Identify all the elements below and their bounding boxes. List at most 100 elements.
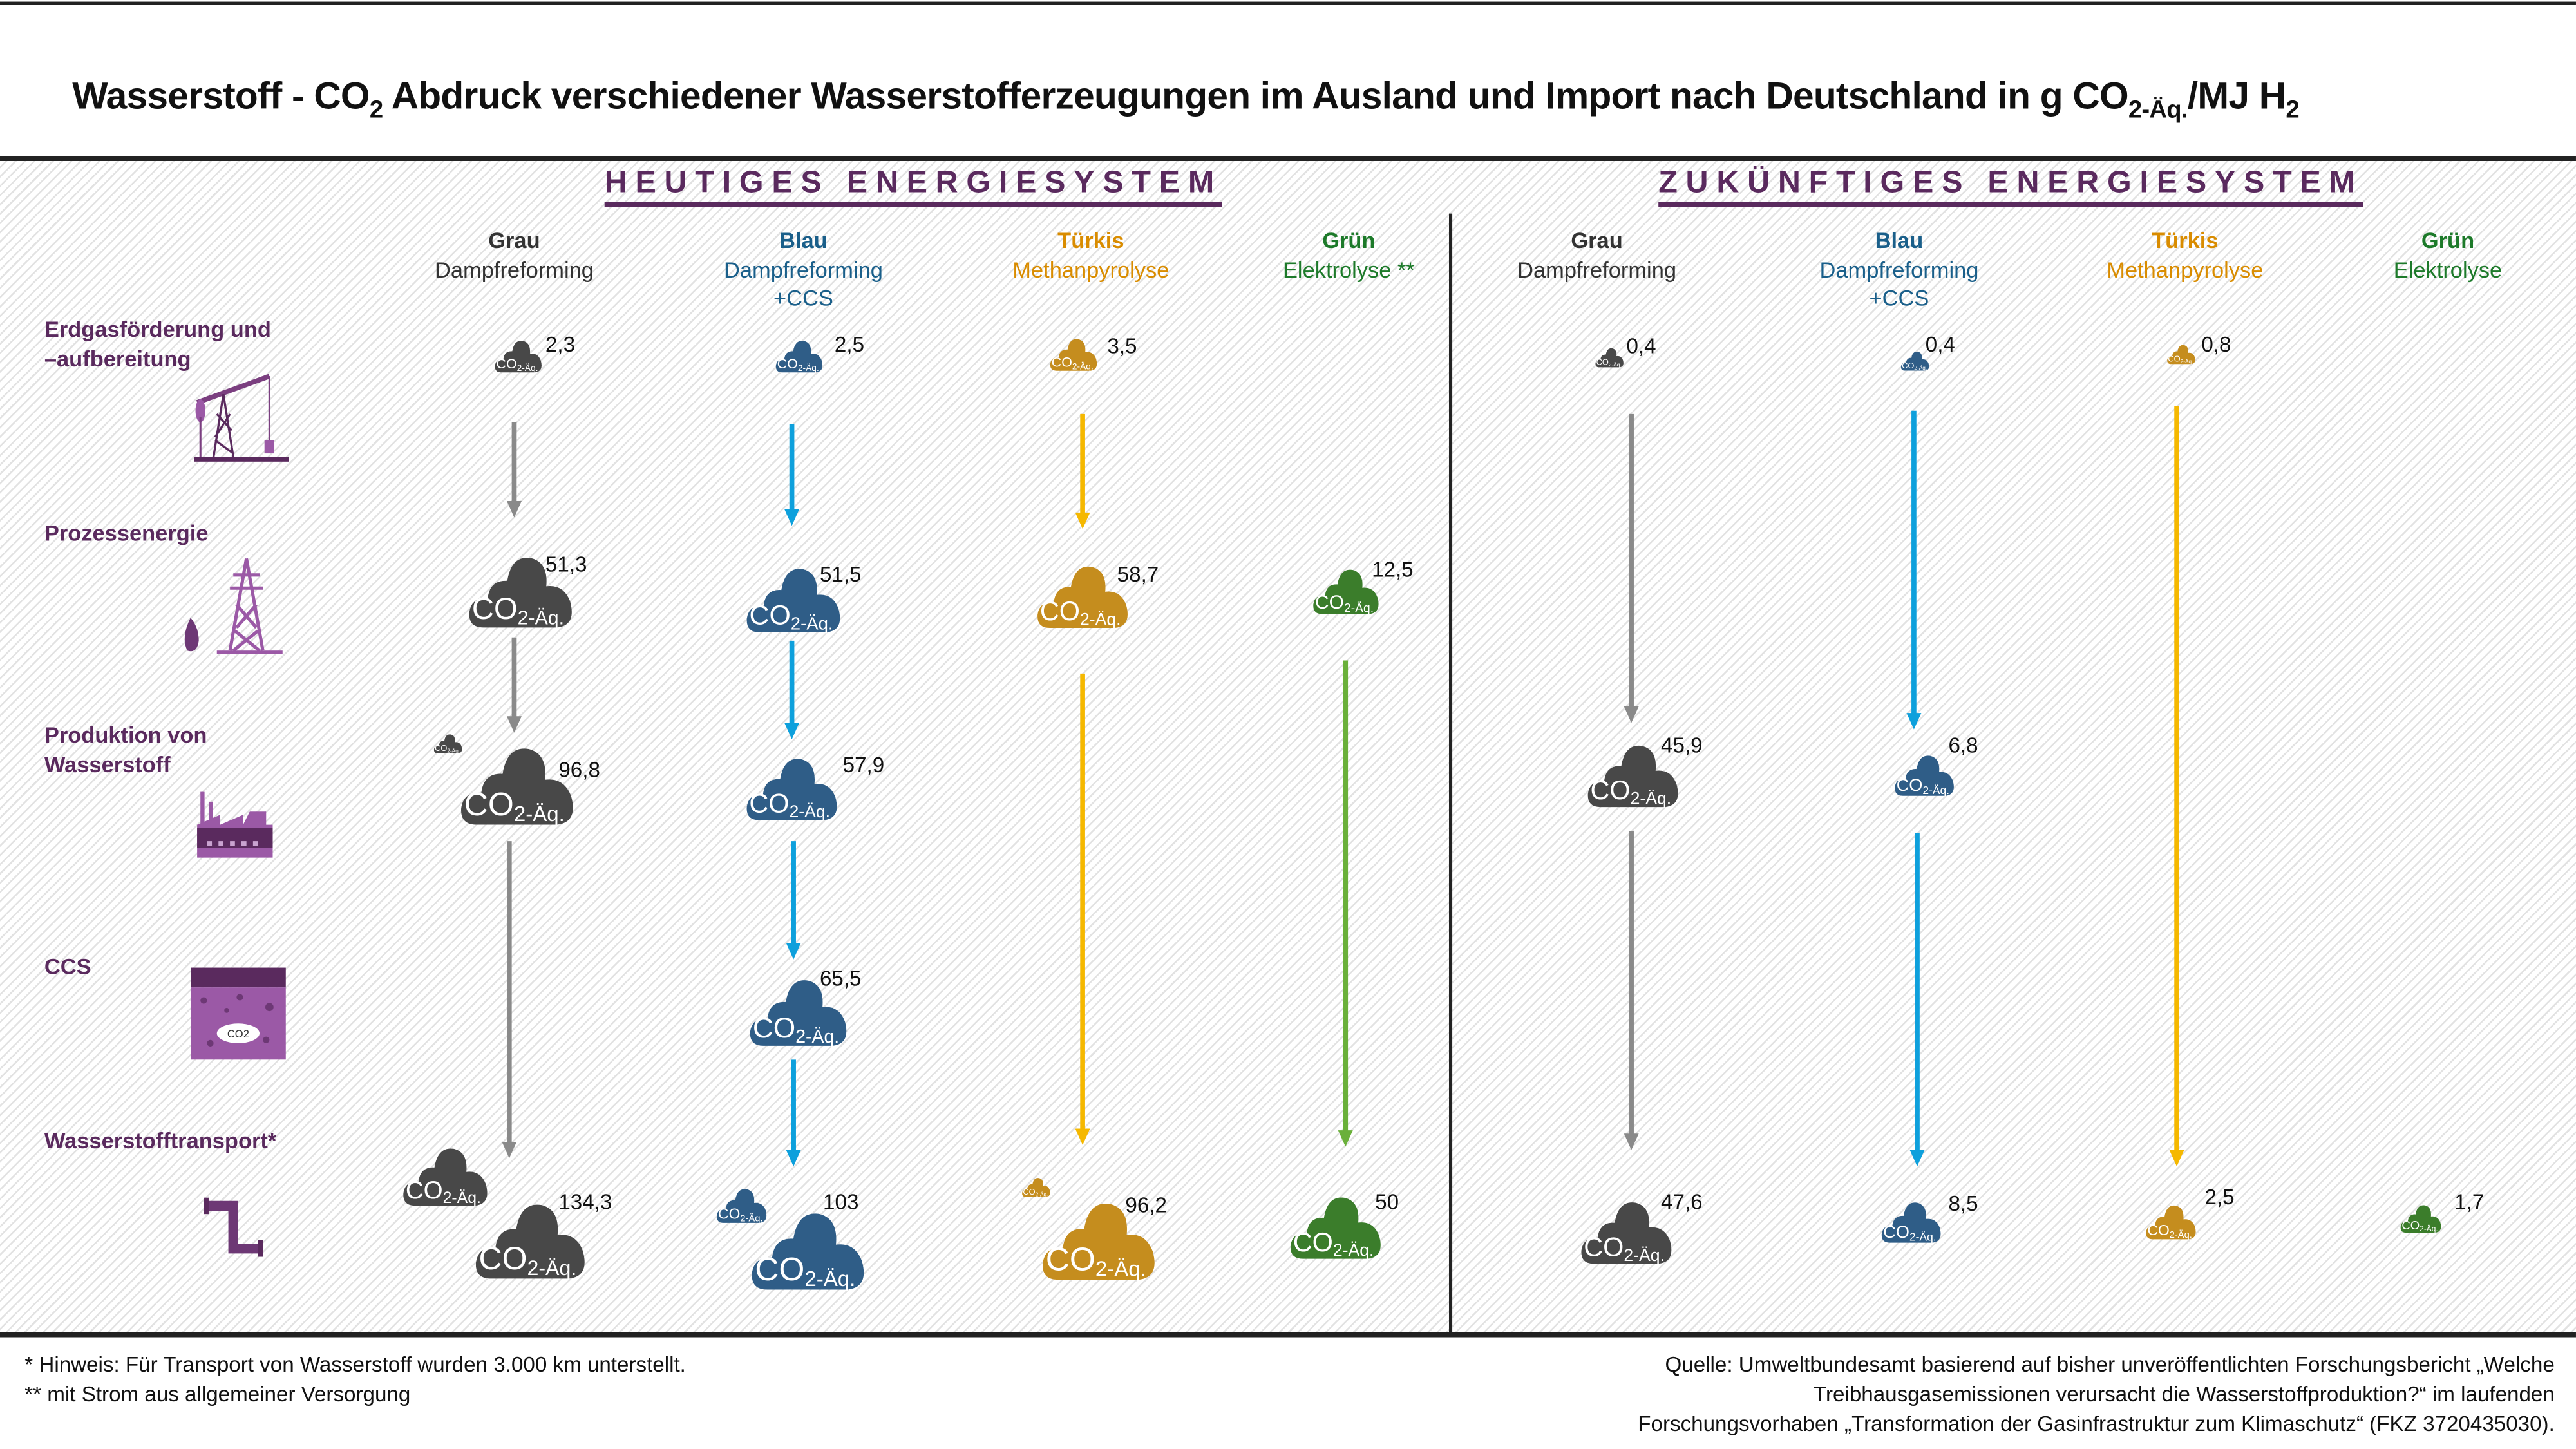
emission-value: 0,4 xyxy=(1626,333,1656,359)
column-process: Elektrolyse xyxy=(2393,257,2503,282)
co2-cloud-icon: CO2-Äq. xyxy=(468,551,576,638)
cloud-co-text: CO xyxy=(406,1177,443,1204)
co2-cloud-icon: CO2-Äq. xyxy=(716,1186,769,1233)
cloud-co-text: CO xyxy=(1596,357,1609,367)
svg-text:CO2-Äq.: CO2-Äq. xyxy=(1902,361,1927,371)
emission-value: 50 xyxy=(1375,1189,1399,1215)
cloud-sub-text: 2-Äq. xyxy=(1080,610,1121,629)
column-name: Türkis xyxy=(2152,228,2219,253)
flow-arrow xyxy=(1909,833,1925,1167)
row-label-line: Wasserstoff xyxy=(44,752,171,777)
title-sub: 2 xyxy=(2286,96,2299,124)
co2-cloud-icon: CO2-Äq. xyxy=(775,338,825,382)
column-header-zukunft-blau: Blau Dampfreforming +CCS xyxy=(1820,227,1979,313)
hatched-background xyxy=(0,159,2576,1336)
svg-text:CO2-Äq.: CO2-Äq. xyxy=(435,743,460,753)
co2-icon-text: CO2 xyxy=(227,1028,249,1040)
svg-text:CO2-Äq.: CO2-Äq. xyxy=(1046,1240,1146,1281)
flow-arrow xyxy=(506,637,522,733)
emission-value: 103 xyxy=(823,1189,859,1215)
svg-text:CO2-Äq.: CO2-Äq. xyxy=(718,1205,762,1224)
cloud-co-text: CO xyxy=(472,591,518,625)
emission-value: 1,7 xyxy=(2454,1189,2485,1215)
co2-cloud-icon: CO2-Äq. xyxy=(2146,1202,2199,1249)
row-label-transport: Wasserstofftransport* xyxy=(44,1128,277,1153)
cloud-co-text: CO xyxy=(777,356,798,372)
cloud-sub-text: 2-Äq. xyxy=(2181,358,2193,365)
cloud-sub-text: 2-Äq. xyxy=(1914,365,1927,371)
cloud-sub-text: 2-Äq. xyxy=(1909,1231,1937,1244)
section-title-heute: HEUTIGES ENERGIESYSTEM xyxy=(604,166,1223,207)
svg-text:CO2-Äq.: CO2-Äq. xyxy=(406,1177,481,1207)
svg-text:CO2-Äq.: CO2-Äq. xyxy=(497,356,538,373)
co2-cloud-icon: CO2-Äq. xyxy=(1290,1192,1385,1269)
cloud-co-text: CO xyxy=(1315,592,1344,613)
svg-text:CO2-Äq.: CO2-Äq. xyxy=(1293,1227,1374,1260)
svg-text:CO2-Äq.: CO2-Äq. xyxy=(478,1240,576,1280)
cloud-sub-text: 2-Äq. xyxy=(798,363,819,373)
emission-value: 47,6 xyxy=(1661,1189,1703,1215)
emission-value: 96,8 xyxy=(558,757,600,782)
co2-cloud-icon: CO2-Äq. xyxy=(1894,752,1956,806)
cloud-sub-text: 2-Äq. xyxy=(514,802,565,826)
co2-cloud-icon: CO2-Äq. xyxy=(1050,336,1099,380)
svg-text:CO2-Äq.: CO2-Äq. xyxy=(1590,775,1671,808)
title-part: Abdruck verschiedener Wasserstofferzeugu… xyxy=(383,73,2129,117)
pipeline-icon xyxy=(204,1197,263,1257)
column-name: Grau xyxy=(488,228,540,253)
column-name: Grün xyxy=(2421,228,2475,253)
underground-storage-icon: CO2 xyxy=(190,967,286,1060)
emission-value: 6,8 xyxy=(1948,732,1978,758)
emission-value: 0,8 xyxy=(2201,332,2231,357)
co2-cloud-icon: CO2-Äq. xyxy=(402,1144,491,1216)
flow-arrow xyxy=(1075,673,1090,1146)
cloud-co-text: CO xyxy=(2147,1222,2169,1238)
cloud-co-text: CO xyxy=(497,356,517,372)
emission-value: 8,5 xyxy=(1948,1191,1978,1216)
co2-cloud-icon: CO2-Äq. xyxy=(1595,346,1625,376)
flow-arrow xyxy=(784,640,800,739)
svg-text:CO2-Äq.: CO2-Äq. xyxy=(2401,1218,2438,1233)
cloud-co-text: CO xyxy=(1052,355,1072,370)
source-note: Quelle: Umweltbundesamt basierend auf bi… xyxy=(1638,1350,2555,1439)
co2-cloud-icon: CO2-Äq. xyxy=(433,733,463,762)
column-header-zukunft-grau: Grau Dampfreforming xyxy=(1517,227,1676,284)
co2-cloud-icon: CO2-Äq. xyxy=(495,338,544,382)
emission-value: 65,5 xyxy=(819,965,862,991)
co2-cloud-icon: CO2-Äq. xyxy=(460,742,578,835)
svg-text:CO2-Äq.: CO2-Äq. xyxy=(2168,354,2193,365)
cloud-sub-text: 2-Äq. xyxy=(2420,1224,2438,1233)
cloud-co-text: CO xyxy=(1590,775,1630,805)
cloud-sub-text: 2-Äq. xyxy=(447,748,460,754)
cloud-co-text: CO xyxy=(718,1205,740,1222)
flow-arrow xyxy=(1906,410,1922,730)
emission-value: 2,5 xyxy=(2204,1184,2235,1209)
cloud-co-text: CO xyxy=(1293,1227,1333,1257)
footnote-electricity: ** mit Strom aus allgemeiner Versorgung xyxy=(24,1381,411,1406)
cloud-co-text: CO xyxy=(1897,775,1923,795)
flow-arrow xyxy=(502,841,517,1159)
svg-text:CO2-Äq.: CO2-Äq. xyxy=(464,785,565,826)
flow-arrow xyxy=(784,424,800,526)
cloud-sub-text: 2-Äq. xyxy=(789,802,830,821)
cloud-co-text: CO xyxy=(755,1250,804,1287)
cloud-sub-text: 2-Äq. xyxy=(518,607,564,629)
svg-text:CO2-Äq.: CO2-Äq. xyxy=(1584,1232,1665,1264)
flow-arrow xyxy=(2169,406,2184,1167)
flow-arrow xyxy=(1624,413,1639,723)
emission-value: 58,7 xyxy=(1117,562,1159,587)
cloud-sub-text: 2-Äq. xyxy=(795,1027,839,1047)
cloud-sub-text: 2-Äq. xyxy=(2170,1229,2192,1240)
emission-value: 51,3 xyxy=(545,552,587,577)
emission-value: 96,2 xyxy=(1125,1193,1168,1218)
source-line: Treibhausgasemissionen verursacht die Wa… xyxy=(1813,1381,2555,1406)
flow-arrow xyxy=(786,1059,801,1167)
cloud-co-text: CO xyxy=(2401,1218,2420,1232)
co2-cloud-icon: CO2-Äq. xyxy=(746,564,844,643)
page-title: Wasserstoff - CO2 Abdruck verschiedener … xyxy=(72,74,2299,124)
cloud-sub-text: 2-Äq. xyxy=(527,1256,576,1280)
cloud-co-text: CO xyxy=(435,743,447,753)
row-label-ccs: CCS xyxy=(44,954,91,980)
flow-arrow xyxy=(1075,413,1090,529)
